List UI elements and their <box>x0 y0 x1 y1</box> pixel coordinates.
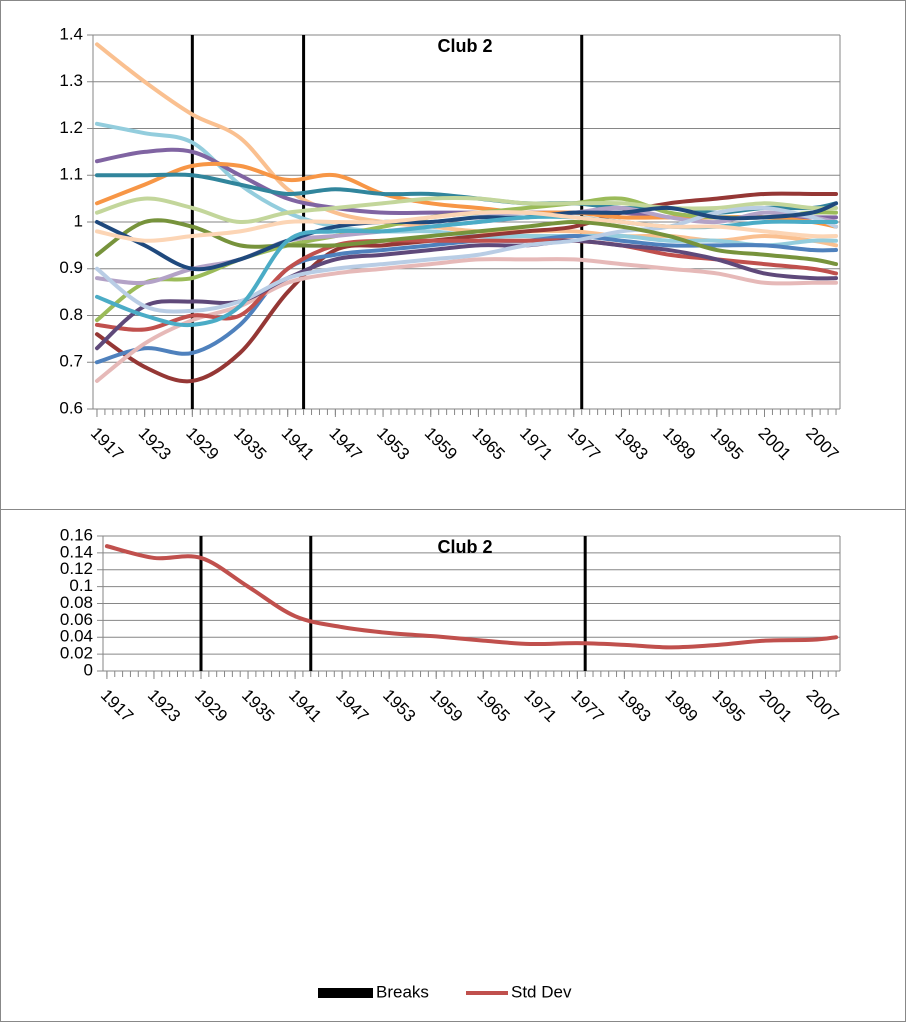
y-tick-label: 0 <box>84 660 93 679</box>
series-line <box>94 210 839 243</box>
x-tick-label: 1941 <box>278 424 318 464</box>
x-tick-label: 1977 <box>564 424 604 464</box>
chart-title: Club 2 <box>437 36 492 56</box>
x-tick-label: 1971 <box>516 424 556 464</box>
y-tick-label: 1 <box>74 211 83 230</box>
y-tick-label: 1.4 <box>59 24 83 43</box>
x-tick-label: 2001 <box>756 686 796 726</box>
x-tick-label: 1935 <box>238 686 278 726</box>
y-tick-label: 0.7 <box>59 352 83 371</box>
chart-title: Club 2 <box>437 537 492 557</box>
x-tick-label: 1965 <box>473 686 513 726</box>
x-tick-label: 1953 <box>379 686 419 726</box>
x-tick-label: 1953 <box>373 424 413 464</box>
x-tick-label: 1977 <box>567 686 607 726</box>
series-line <box>94 238 839 332</box>
series-line <box>94 191 839 384</box>
x-tick-label: 1917 <box>97 686 137 726</box>
series-line <box>94 218 839 267</box>
x-tick-label: 2007 <box>802 424 842 464</box>
legend-label: Breaks <box>376 982 429 1001</box>
x-tick-label: 1917 <box>87 424 127 464</box>
series-line <box>94 201 839 272</box>
x-tick-label: 1935 <box>230 424 270 464</box>
y-tick-label: 0.9 <box>59 258 83 277</box>
x-tick-label: 1947 <box>332 686 372 726</box>
legend-label: Std Dev <box>511 982 572 1001</box>
x-tick-label: 1983 <box>611 424 651 464</box>
series-line <box>104 544 839 650</box>
y-tick-label: 0.12 <box>60 559 93 578</box>
x-tick-label: 1923 <box>135 424 175 464</box>
y-tick-label: 0.16 <box>60 525 93 544</box>
x-tick-label: 1995 <box>707 424 747 464</box>
x-tick-label: 1941 <box>285 686 325 726</box>
y-tick-label: 0.08 <box>60 593 93 612</box>
x-tick-label: 1971 <box>520 686 560 726</box>
x-tick-label: 2001 <box>755 424 795 464</box>
y-tick-label: 0.1 <box>69 576 93 595</box>
y-tick-label: 0.04 <box>60 627 93 646</box>
x-tick-label: 1965 <box>468 424 508 464</box>
series-line <box>94 196 839 225</box>
series-line <box>94 238 839 351</box>
x-tick-label: 1929 <box>191 686 231 726</box>
y-tick-label: 0.14 <box>60 542 93 561</box>
x-tick-label: 1929 <box>182 424 222 464</box>
x-tick-label: 1947 <box>325 424 365 464</box>
legend-swatch <box>318 988 373 998</box>
y-tick-label: 1.3 <box>59 71 83 90</box>
x-tick-label: 1959 <box>426 686 466 726</box>
x-tick-label: 1995 <box>708 686 748 726</box>
y-tick-label: 0.6 <box>59 398 83 417</box>
x-tick-label: 1983 <box>614 686 654 726</box>
y-tick-label: 0.8 <box>59 305 83 324</box>
x-tick-label: 1923 <box>144 686 184 726</box>
series-line <box>94 205 839 314</box>
y-tick-label: 1.1 <box>59 165 83 184</box>
x-tick-label: 1989 <box>661 686 701 726</box>
y-tick-label: 0.06 <box>60 610 93 629</box>
x-tick-label: 1989 <box>659 424 699 464</box>
y-tick-label: 0.02 <box>60 644 93 663</box>
y-tick-label: 1.2 <box>59 118 83 137</box>
x-tick-label: 2007 <box>803 686 843 726</box>
x-tick-label: 1959 <box>421 424 461 464</box>
series-line <box>94 257 839 383</box>
